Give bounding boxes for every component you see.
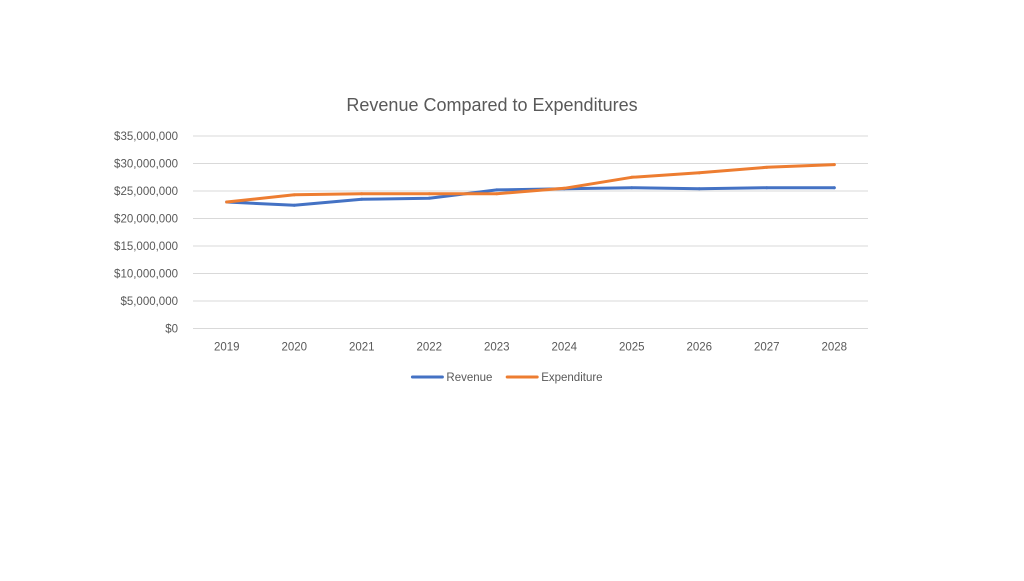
y-tick-label: $35,000,000 [114, 131, 178, 143]
x-tick-label: 2019 [214, 342, 240, 354]
data-point-expenditure [833, 163, 836, 166]
data-point-revenue [495, 188, 498, 191]
x-tick-label: 2024 [551, 342, 577, 354]
series-lines [225, 163, 836, 207]
data-point-expenditure [765, 166, 768, 169]
legend-item-expenditure: Expenditure [507, 372, 602, 384]
x-tick-label: 2026 [686, 342, 712, 354]
legend-label: Expenditure [541, 372, 602, 384]
legend-item-revenue: Revenue [412, 372, 492, 384]
y-axis: $0 $5,000,000 $10,000,000 $15,000,000 $20,00… [114, 131, 178, 336]
legend: Revenue Expenditure [412, 372, 602, 384]
data-point-expenditure [428, 192, 431, 195]
series-expenditure [225, 163, 836, 203]
data-point-expenditure [630, 176, 633, 179]
data-point-expenditure [225, 201, 228, 204]
x-axis: 2019 2020 2021 2022 2023 2024 2025 2026 2027 2028 [214, 342, 847, 354]
data-point-revenue [698, 187, 701, 190]
y-tick-label: $25,000,000 [114, 186, 178, 198]
y-tick-label: $10,000,000 [114, 269, 178, 281]
data-point-expenditure [293, 193, 296, 196]
data-point-expenditure [495, 192, 498, 195]
chart-title: Revenue Compared to Expenditures [346, 95, 637, 115]
x-tick-label: 2027 [754, 342, 780, 354]
x-tick-label: 2021 [349, 342, 375, 354]
y-tick-label: $15,000,000 [114, 241, 178, 253]
x-tick-label: 2028 [821, 342, 847, 354]
data-point-expenditure [698, 171, 701, 174]
data-point-revenue [833, 186, 836, 189]
series-line-expenditure [227, 165, 835, 202]
x-tick-label: 2020 [281, 342, 307, 354]
x-tick-label: 2023 [484, 342, 510, 354]
x-tick-label: 2022 [416, 342, 442, 354]
series-revenue [225, 186, 836, 207]
y-tick-label: $5,000,000 [120, 296, 178, 308]
data-point-revenue [428, 197, 431, 200]
y-tick-label: $0 [165, 324, 178, 336]
data-point-revenue [360, 198, 363, 201]
data-point-revenue [630, 186, 633, 189]
chart-container: Revenue Compared to Expenditures $0 $5,00… [0, 0, 1024, 576]
data-point-expenditure [563, 187, 566, 190]
line-chart: Revenue Compared to Expenditures $0 $5,00… [0, 0, 1024, 576]
x-tick-label: 2025 [619, 342, 645, 354]
data-point-revenue [765, 186, 768, 189]
legend-label: Revenue [446, 372, 492, 384]
data-point-expenditure [360, 192, 363, 195]
data-point-revenue [293, 204, 296, 207]
y-tick-label: $20,000,000 [114, 214, 178, 226]
gridlines [193, 136, 868, 329]
y-tick-label: $30,000,000 [114, 159, 178, 171]
